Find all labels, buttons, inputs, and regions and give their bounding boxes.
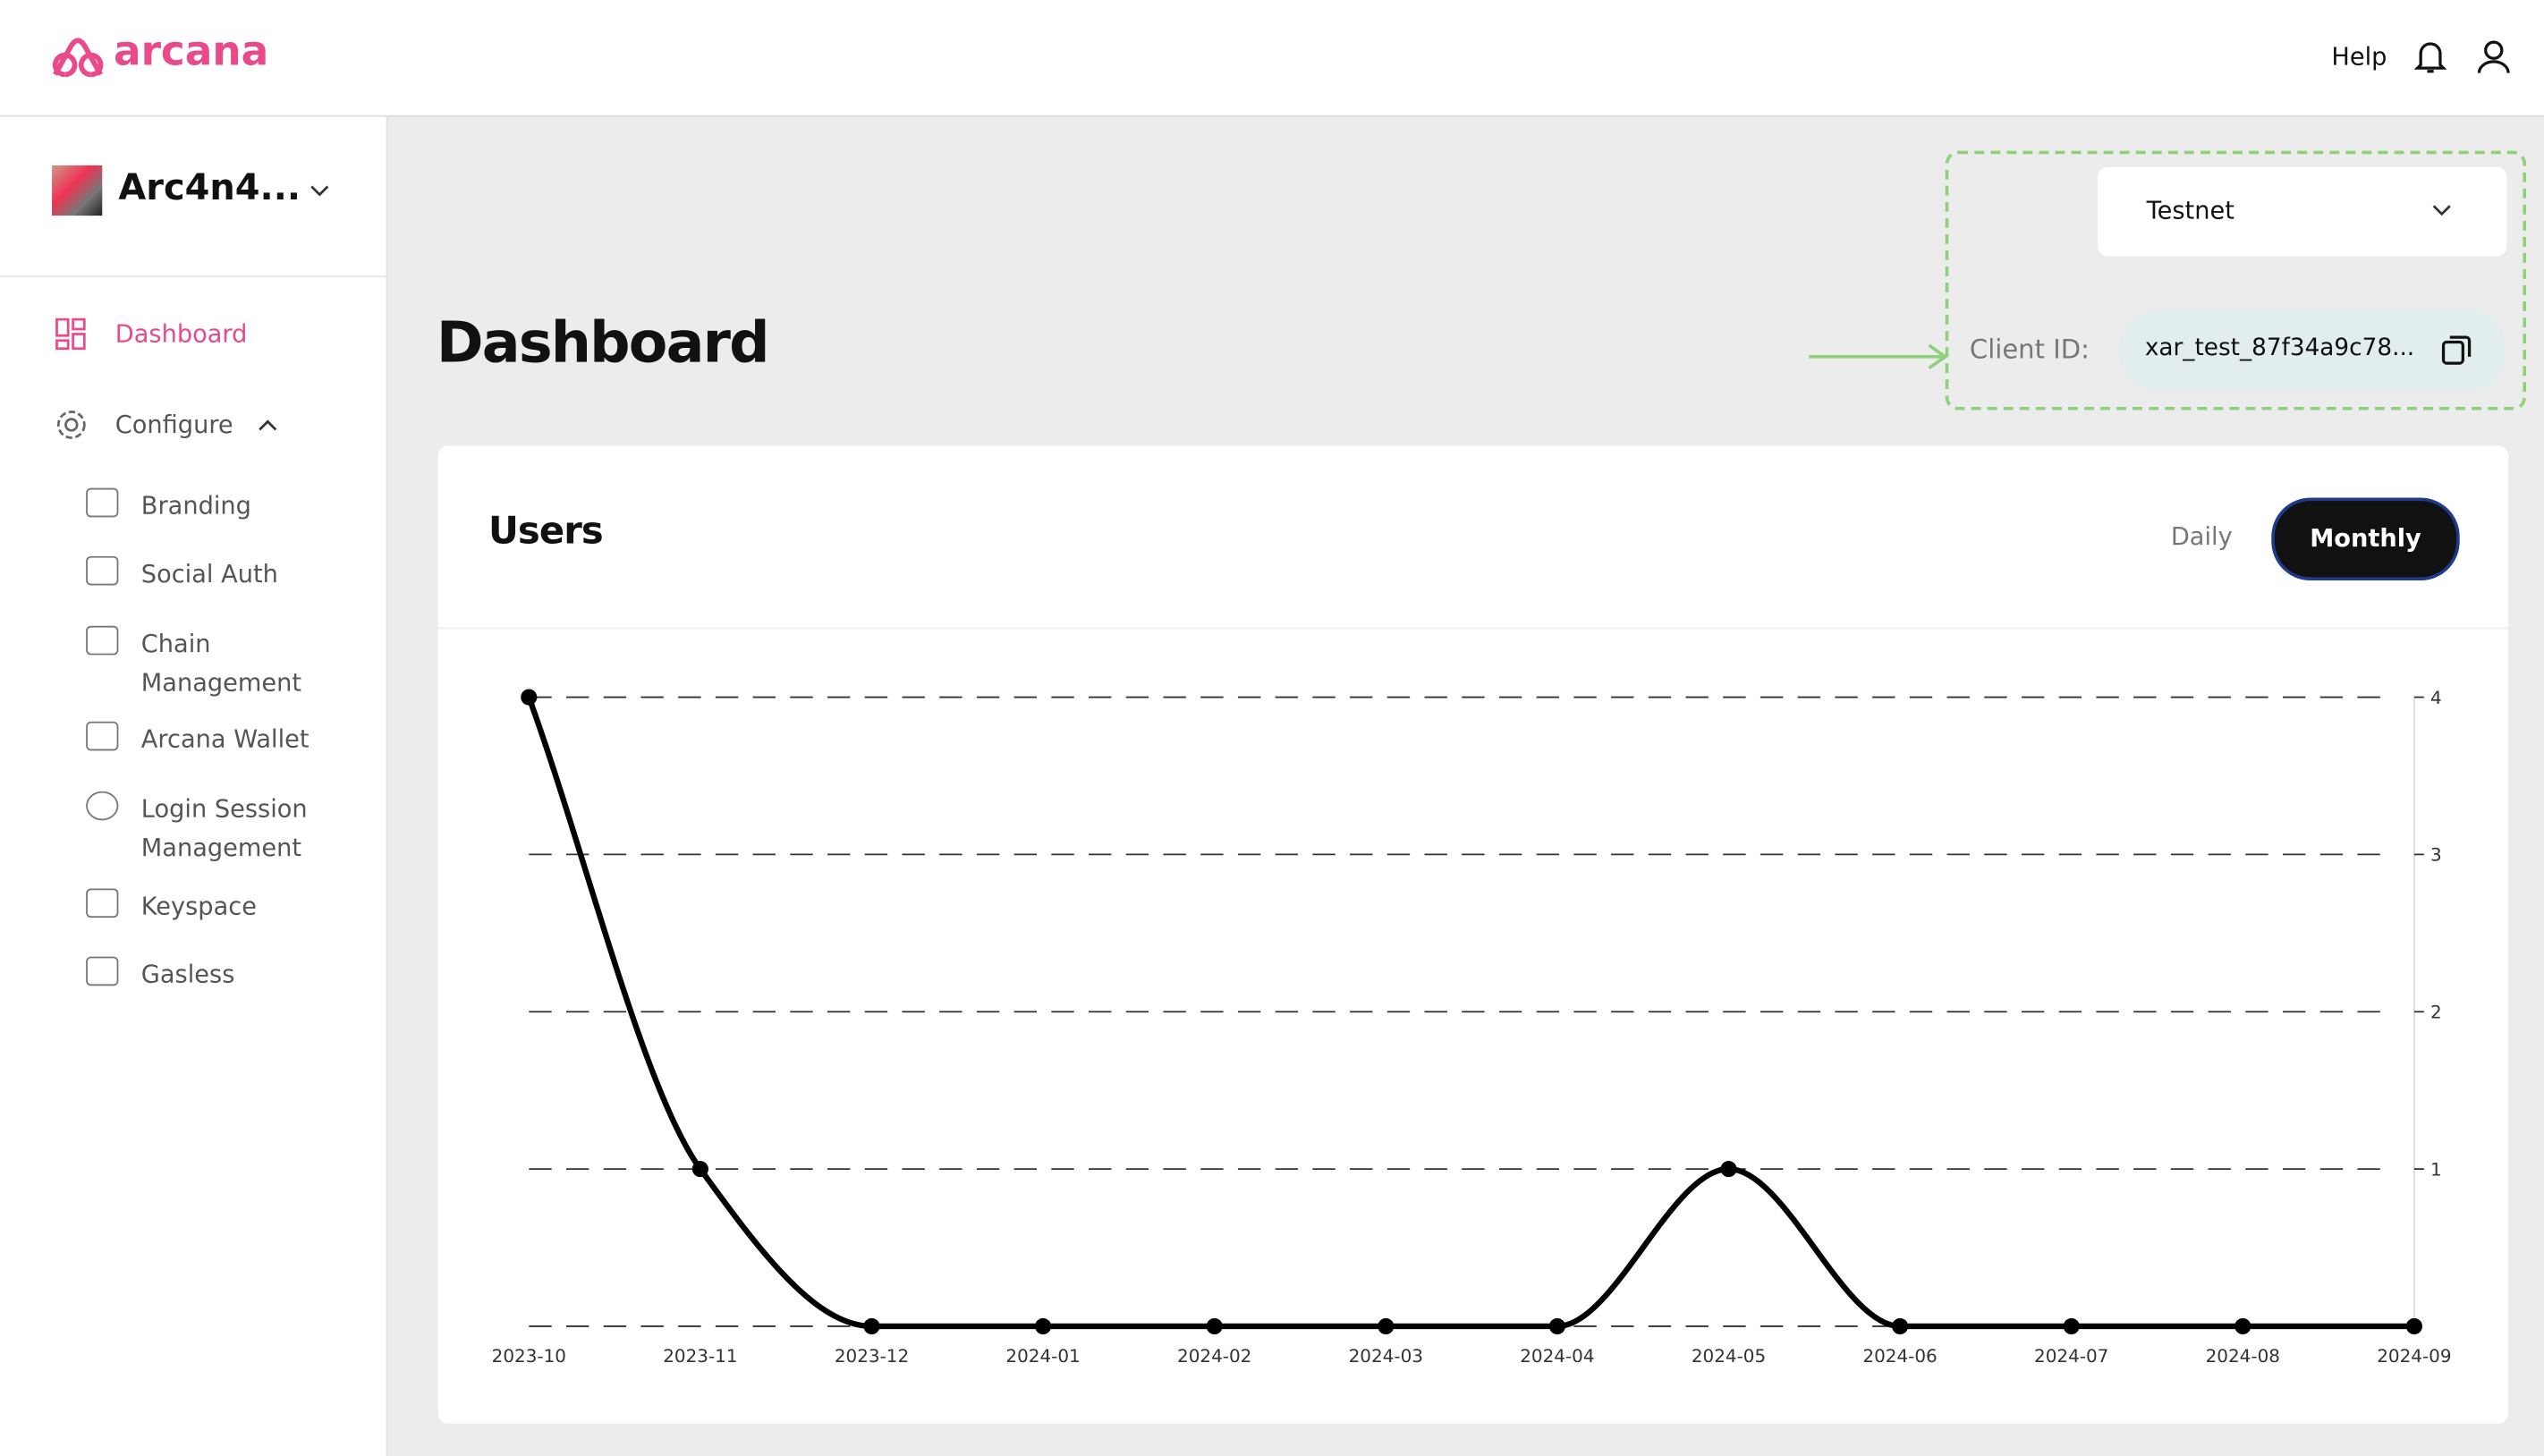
- nav-item[interactable]: Branding: [140, 491, 251, 521]
- network-value: Testnet: [2146, 196, 2234, 225]
- point: [1892, 1317, 1909, 1335]
- chart-title: Users: [488, 511, 604, 554]
- nav-item[interactable]: Gasless: [140, 960, 235, 989]
- nav-item[interactable]: Social Auth: [140, 559, 278, 589]
- y-tick-label: 3: [2430, 844, 2442, 866]
- x-tick-label: 2023-11: [663, 1345, 737, 1367]
- y-tick-label: 2: [2430, 1002, 2442, 1023]
- x-tick-label: 2024-05: [1692, 1345, 1766, 1367]
- x-tick-label: 2024-01: [1005, 1345, 1080, 1367]
- top-bar: arcana Help: [0, 0, 2544, 117]
- point: [2234, 1317, 2251, 1335]
- app-name[interactable]: Arc4n4...: [118, 168, 301, 209]
- nav-icon: [86, 956, 119, 986]
- x-tick-label: 2024-04: [1520, 1345, 1594, 1367]
- logo-text: arcana: [113, 27, 269, 75]
- nav-configure[interactable]: Configure: [114, 410, 233, 440]
- monthly-toggle[interactable]: Monthly: [2271, 497, 2460, 581]
- point: [863, 1317, 880, 1335]
- point: [2405, 1317, 2422, 1335]
- x-tick-label: 2024-02: [1177, 1345, 1251, 1367]
- dashboard-icon: [55, 317, 86, 351]
- user-icon[interactable]: [2476, 39, 2512, 75]
- divider: [437, 627, 2509, 630]
- logo-icon: [52, 38, 104, 78]
- point: [1378, 1317, 1395, 1335]
- x-tick-label: 2024-09: [2377, 1345, 2451, 1367]
- x-tick-label: 2023-10: [492, 1345, 566, 1367]
- client-id-box: xar_test_87f34a9c78...: [2118, 309, 2507, 391]
- nav-item[interactable]: Chain Management: [140, 629, 302, 698]
- nav-item[interactable]: Login Session Management: [140, 794, 308, 863]
- app-avatar: [52, 165, 103, 216]
- arrow: [1809, 343, 1948, 370]
- nav-dashboard[interactable]: Dashboard: [114, 319, 248, 349]
- x-tick-label: 2024-06: [1862, 1345, 1937, 1367]
- chart: 1 2 3 4 2023-10 2023-11 2023-12 2024-01 2024-02 2…: [492, 687, 2452, 1367]
- nav-icon: [86, 888, 119, 918]
- bell-icon[interactable]: [2413, 39, 2447, 75]
- copy-button[interactable]: [2440, 334, 2472, 366]
- point: [1548, 1317, 1565, 1335]
- point: [2063, 1317, 2080, 1335]
- y-tick-label: 4: [2430, 687, 2442, 708]
- x-tick-label: 2024-07: [2034, 1345, 2108, 1367]
- nav-item[interactable]: Arcana Wallet: [140, 724, 310, 754]
- divider: [0, 275, 386, 278]
- point: [1035, 1317, 1052, 1335]
- chevron: [259, 419, 277, 431]
- y-tick-label: 1: [2430, 1158, 2442, 1180]
- chevron: [310, 185, 329, 197]
- point: [1720, 1161, 1737, 1178]
- highlight-box: [1945, 150, 2527, 411]
- x-tick-label: 2023-12: [835, 1345, 909, 1367]
- nav-icon: [86, 487, 119, 518]
- client-id-label: Client ID:: [1969, 334, 2090, 365]
- nav-icon: [86, 791, 119, 821]
- configure-icon: [56, 411, 86, 439]
- nav-icon: [86, 625, 119, 656]
- monthly-label: Monthly: [2310, 523, 2421, 554]
- nav-icon: [86, 555, 119, 586]
- nav-item[interactable]: Keyspace: [140, 892, 257, 921]
- x-tick-label: 2024-03: [1349, 1345, 1423, 1367]
- users-card: Users Daily Monthly 1 2 3 4 2023-10 2023-11 20…: [437, 445, 2509, 1424]
- daily-toggle[interactable]: Daily: [2170, 521, 2233, 552]
- point: [1206, 1317, 1223, 1335]
- client-id: xar_test_87f34a9c78...: [2144, 335, 2415, 362]
- x-tick-label: 2024-08: [2206, 1345, 2280, 1367]
- nav-icon: [86, 721, 119, 751]
- network-select[interactable]: Testnet: [2098, 166, 2507, 257]
- chevron: [2432, 205, 2451, 216]
- point: [691, 1161, 708, 1178]
- point: [521, 689, 538, 706]
- help-link[interactable]: Help: [2331, 42, 2387, 72]
- page-title: Dashboard: [436, 311, 770, 377]
- sidebar: Arc4n4... Dashboard Configure Branding So…: [0, 116, 388, 1456]
